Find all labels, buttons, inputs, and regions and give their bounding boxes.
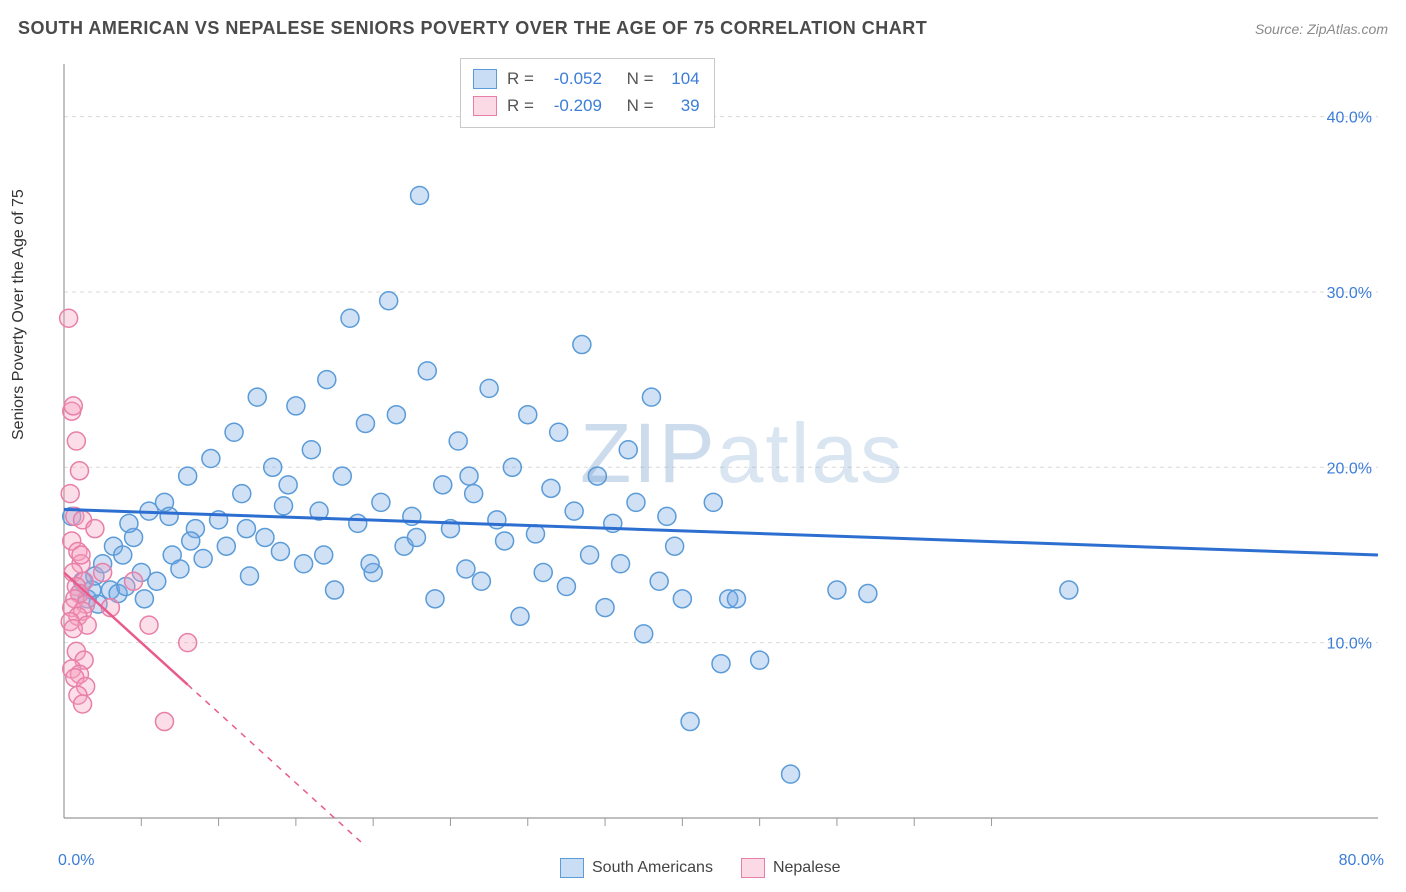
r-label: R = xyxy=(507,92,534,119)
scatter-chart: 10.0% 20.0% 30.0% 40.0% xyxy=(46,56,1386,846)
chart-title: SOUTH AMERICAN VS NEPALESE SENIORS POVER… xyxy=(18,18,927,39)
source-label: Source: ZipAtlas.com xyxy=(1255,21,1388,37)
r-value: -0.052 xyxy=(544,65,602,92)
legend-label: Nepalese xyxy=(773,859,841,877)
legend-label: South Americans xyxy=(592,859,713,877)
y-axis-label: Seniors Poverty Over the Age of 75 xyxy=(10,189,28,440)
swatch-icon xyxy=(473,96,497,116)
x-start-label: 0.0% xyxy=(58,852,94,870)
svg-text:20.0%: 20.0% xyxy=(1327,460,1372,477)
legend-item: Nepalese xyxy=(741,858,841,878)
stats-row: R = -0.209 N = 39 xyxy=(473,92,700,119)
n-label: N = xyxy=(627,65,654,92)
swatch-icon xyxy=(560,858,584,878)
r-label: R = xyxy=(507,65,534,92)
svg-text:10.0%: 10.0% xyxy=(1327,636,1372,653)
stats-row: R = -0.052 N = 104 xyxy=(473,65,700,92)
svg-text:30.0%: 30.0% xyxy=(1327,285,1372,302)
n-value: 104 xyxy=(664,65,700,92)
chart-container: 10.0% 20.0% 30.0% 40.0% xyxy=(46,56,1386,846)
r-value: -0.209 xyxy=(544,92,602,119)
svg-text:40.0%: 40.0% xyxy=(1327,110,1372,127)
stats-legend-box: R = -0.052 N = 104 R = -0.209 N = 39 xyxy=(460,58,715,128)
n-label: N = xyxy=(627,92,654,119)
title-bar: SOUTH AMERICAN VS NEPALESE SENIORS POVER… xyxy=(18,18,1388,39)
swatch-icon xyxy=(741,858,765,878)
x-end-label: 80.0% xyxy=(1339,852,1384,870)
bottom-legend: South Americans Nepalese xyxy=(560,858,841,878)
n-value: 39 xyxy=(664,92,700,119)
swatch-icon xyxy=(473,69,497,89)
legend-item: South Americans xyxy=(560,858,713,878)
